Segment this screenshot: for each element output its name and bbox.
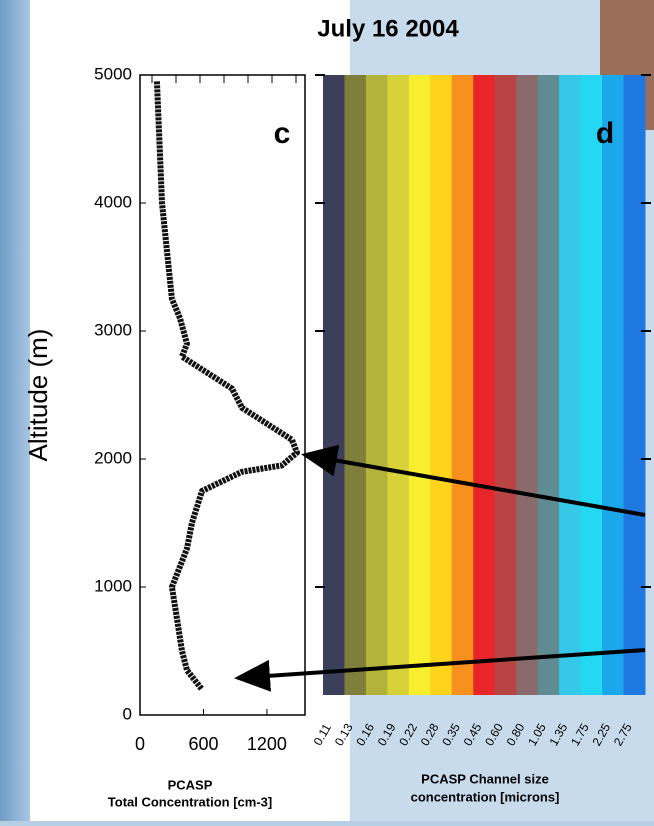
color-band xyxy=(323,75,345,695)
y-axis-label: Altitude (m) xyxy=(23,329,53,462)
arrow xyxy=(234,648,646,692)
color-band xyxy=(344,75,367,695)
y-tick-label: 3000 xyxy=(94,320,132,339)
x-axis-label: Total Concentration [cm-3] xyxy=(108,794,272,809)
color-band xyxy=(623,75,646,695)
plot-frame xyxy=(139,74,306,716)
x-tick-label: 600 xyxy=(188,734,218,754)
color-band xyxy=(408,75,431,695)
y-tick-label: 1000 xyxy=(94,576,132,595)
color-band xyxy=(365,75,388,695)
y-tick-label: 0 xyxy=(123,704,132,723)
color-band xyxy=(602,75,625,695)
panel-label: c xyxy=(274,117,291,150)
color-band xyxy=(580,75,603,695)
figure-title: July 16 2004 xyxy=(317,15,459,42)
x-axis-label: concentration [microns] xyxy=(411,789,560,804)
x-axis-label: PCASP Channel size xyxy=(421,771,549,786)
x-tick-label: 1200 xyxy=(247,734,287,754)
profile-line xyxy=(153,81,300,692)
color-band xyxy=(451,75,474,695)
color-band xyxy=(494,75,517,695)
color-band xyxy=(516,75,539,695)
x-tick-label: 0 xyxy=(135,734,145,754)
y-tick-label: 4000 xyxy=(94,192,132,211)
background xyxy=(0,0,30,821)
color-band xyxy=(537,75,560,695)
panel-background xyxy=(30,0,350,821)
color-band xyxy=(430,75,453,695)
arrow xyxy=(301,444,646,517)
color-band xyxy=(559,75,582,695)
panel-label: d xyxy=(596,117,614,150)
color-band xyxy=(387,75,410,695)
x-axis-label: PCASP xyxy=(168,777,213,792)
y-tick-label: 2000 xyxy=(94,448,132,467)
y-tick-label: 5000 xyxy=(94,64,132,83)
color-band xyxy=(473,75,496,695)
